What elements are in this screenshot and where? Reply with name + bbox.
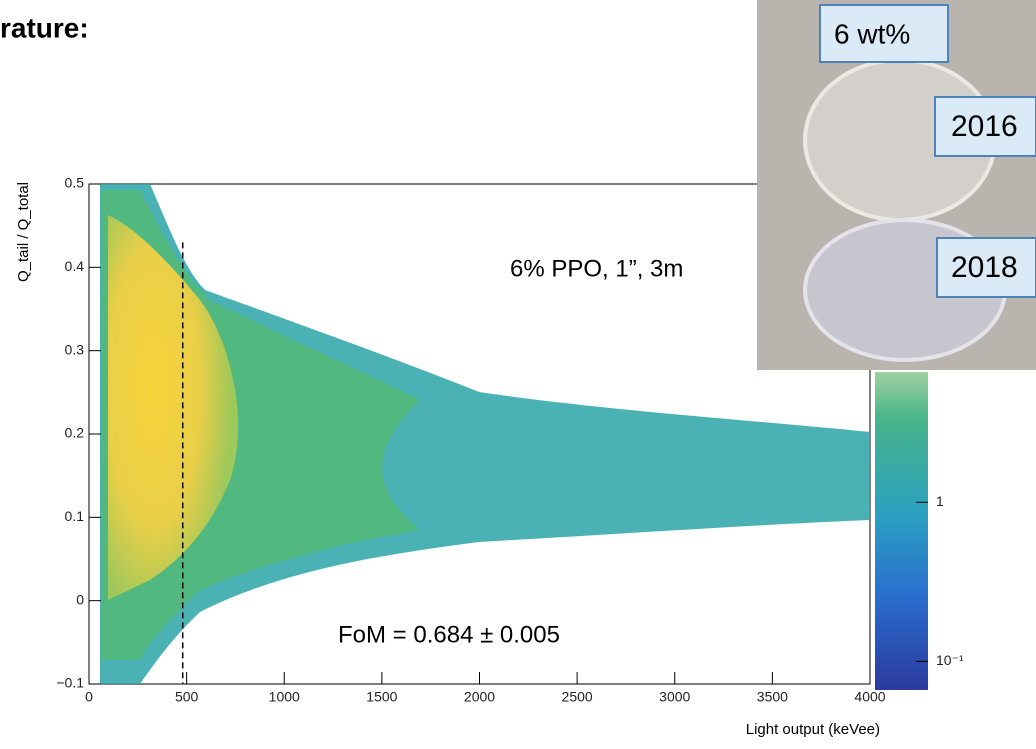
x-tick-label: 1000	[269, 689, 300, 705]
annotation: 6% PPO, 1”, 3m	[510, 255, 683, 282]
y-tick-label: 0.2	[65, 425, 85, 441]
photo-label: 2018	[951, 251, 1018, 284]
plot: 0 500 1000 1500 2000 2500 3000 3500 4000−0.100.1…	[56, 175, 885, 705]
y-axis-label: Q_tail / Q_total	[15, 182, 32, 282]
colorbar-tick-label: 10⁻¹	[936, 652, 964, 668]
x-tick-label: 2500	[562, 689, 593, 705]
x-tick-label: 1500	[366, 689, 397, 705]
x-axis-label: Light output (keVee)	[746, 721, 880, 738]
x-tick-label: 3500	[757, 689, 788, 705]
y-tick-label: 0.4	[65, 258, 85, 274]
x-tick-label: 0	[85, 689, 93, 705]
density-core	[108, 215, 239, 600]
y-tick-label: 0.1	[65, 508, 85, 524]
x-tick-label: 4000	[854, 689, 885, 705]
x-tick-label: 2000	[464, 689, 495, 705]
photo-label: 2016	[951, 110, 1018, 143]
x-tick-label: 3000	[659, 689, 690, 705]
y-tick-label: 0.5	[65, 175, 85, 191]
label-box	[819, 4, 949, 63]
y-tick-label: −0.1	[56, 675, 84, 691]
x-tick-label: 500	[175, 689, 199, 705]
y-tick-label: 0	[76, 591, 84, 607]
photo: 6 wt% 2016 2018	[757, 0, 1036, 370]
y-tick-label: 0.3	[65, 341, 85, 357]
slide-title: rature:	[0, 12, 89, 43]
label-box	[936, 237, 1036, 298]
density-outer	[100, 184, 870, 684]
photo-label: 6 wt%	[834, 18, 910, 49]
annotation: FoM = 0.684 ± 0.005	[338, 621, 560, 648]
label-box	[934, 96, 1036, 157]
colorbar	[875, 372, 928, 690]
colorbar-tick-label: 1	[936, 493, 944, 509]
